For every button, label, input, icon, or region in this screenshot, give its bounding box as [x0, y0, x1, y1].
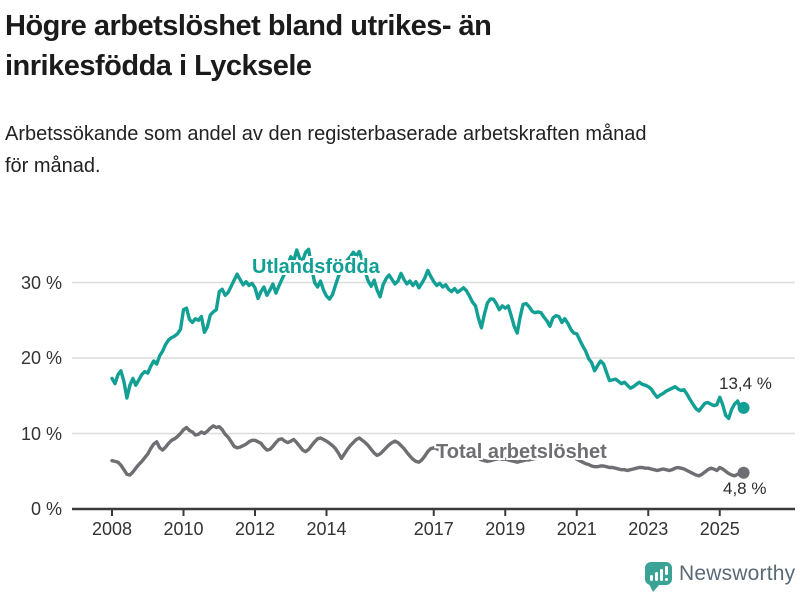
x-axis-tick-label: 2010: [163, 519, 204, 539]
x-axis-tick-label: 2012: [234, 519, 276, 539]
series-line-0: [110, 247, 746, 421]
logo-bar-icon: [655, 572, 658, 581]
y-axis-tick-label: 10 %: [20, 423, 62, 444]
page-title-line2: inrikesfödda i Lycksele: [5, 50, 312, 82]
y-axis-tick-label: 30 %: [20, 272, 62, 293]
x-axis-tick-label: 2019: [485, 519, 526, 539]
x-axis-tick-label: 2014: [306, 519, 347, 539]
chart-subtitle-line1: Arbetssökande som andel av den registerb…: [5, 123, 647, 145]
x-axis-tick-label: 2023: [628, 519, 669, 539]
logo-bubble-tail: [649, 584, 660, 592]
x-axis-tick-label: 2017: [413, 519, 454, 539]
y-axis-tick-label: 20 %: [20, 348, 62, 368]
page-title: Högre arbetslöshet bland utrikes- än inri…: [5, 6, 725, 86]
chart-subtitle-line2: för månad.: [5, 155, 101, 177]
x-axis-tick-label: 2008: [91, 519, 133, 539]
y-axis-tick-label: 0 %: [30, 499, 62, 519]
newsworthy-logo-icon: [645, 562, 672, 592]
x-axis-tick-label: 2025: [699, 519, 740, 539]
series-label-total-arbetsloshet: Total arbetslöshet: [436, 441, 607, 463]
series-end-dot-1: [737, 466, 750, 479]
logo-bar-icon: [660, 569, 663, 581]
end-value-label-utlandsfodda: 13,4 %: [719, 374, 772, 393]
page-title-line1: Högre arbetslöshet bland utrikes- än: [5, 10, 492, 42]
x-axis-tick-label: 2021: [556, 519, 597, 539]
logo-bar-icon: [650, 575, 653, 581]
series-end-dot-0: [737, 401, 750, 414]
brand-footer: Newsworthy: [645, 560, 795, 596]
logo-exclamation-icon: [665, 566, 668, 575]
chart-subtitle: Arbetssökande som andel av den registerb…: [5, 118, 745, 182]
newsworthy-wordmark: Newsworthy: [679, 562, 796, 585]
series-line-1: [110, 424, 746, 478]
logo-exclamation-dot-icon: [665, 578, 668, 581]
series-label-utlandsfodda: Utlandsfödda: [252, 256, 380, 278]
end-value-label-total: 4,8 %: [723, 479, 767, 498]
